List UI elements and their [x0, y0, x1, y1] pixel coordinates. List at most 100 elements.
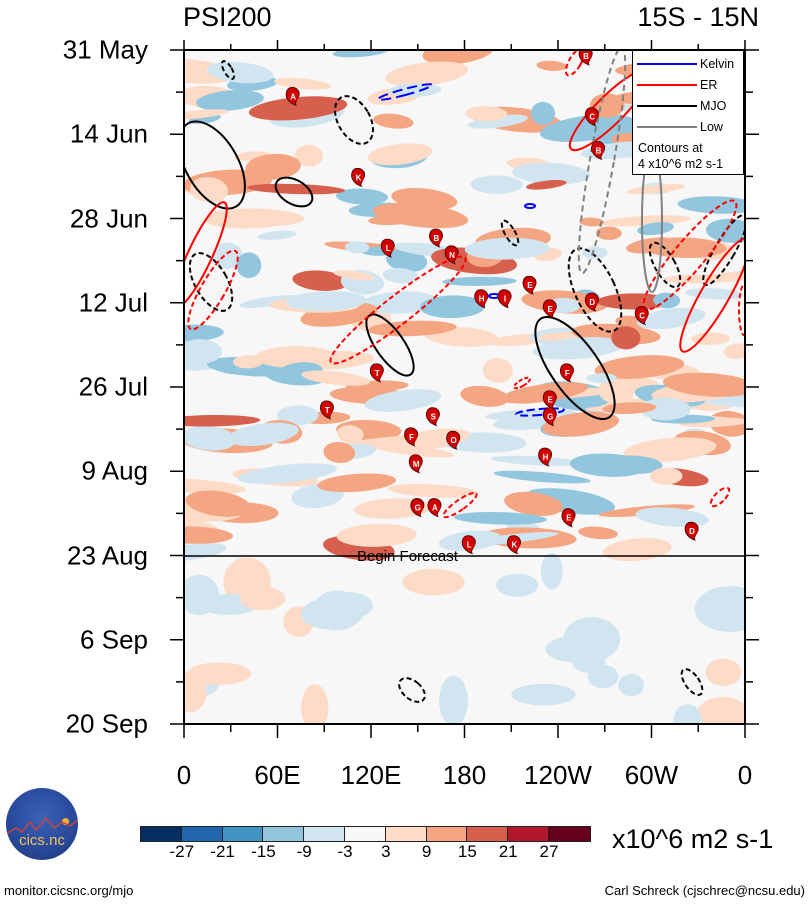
mjo-contour — [567, 247, 623, 333]
anomaly-blob — [453, 511, 548, 525]
anomaly-blob — [623, 437, 717, 463]
x-tick-label: 0 — [176, 760, 192, 790]
anomaly-blob — [595, 226, 622, 240]
anomaly-blob — [636, 307, 706, 330]
storm-disc — [563, 512, 575, 524]
legend-label: Low — [700, 120, 723, 134]
er-contour — [442, 491, 478, 519]
legend-swatch — [637, 84, 697, 86]
logo-text: cics.nc — [19, 832, 65, 849]
storm-letter: K — [356, 173, 362, 182]
forecast-anomaly-blob — [300, 597, 363, 630]
storm-disc — [593, 144, 605, 156]
legend-item-mjo: MJO — [637, 96, 726, 116]
storm-letter: A — [290, 92, 296, 101]
colorbar-swatch — [467, 827, 509, 841]
anomaly-blob — [336, 523, 417, 547]
colorbar-swatch — [548, 827, 590, 841]
er-contour — [329, 255, 467, 365]
kelvin-contour — [376, 83, 434, 101]
storm-letter: B — [596, 146, 602, 155]
forecast-anomaly-blob — [587, 664, 619, 689]
anomaly-blob — [482, 358, 513, 383]
mjo-contour — [398, 677, 426, 703]
storm-letter: H — [479, 295, 485, 304]
anomaly-blob — [336, 188, 389, 205]
anomaly-blob — [525, 179, 567, 190]
storm-letter: T — [375, 369, 380, 378]
x-tick-label: 120E — [340, 760, 402, 790]
colorbar-tick-label: 9 — [421, 842, 432, 861]
storm-disc — [382, 242, 394, 254]
storm-marker: C — [584, 107, 599, 127]
storm-letter: E — [548, 396, 554, 405]
colorbar-swatch — [426, 827, 468, 841]
anomaly-blob — [367, 143, 433, 166]
forecast-anomaly-blob — [239, 586, 286, 611]
storm-letter: F — [565, 369, 570, 378]
storm-disc — [353, 171, 365, 183]
storm-disc — [287, 90, 299, 102]
storm-disc — [371, 367, 383, 379]
anomaly-blob — [464, 237, 550, 260]
anomaly-blob — [245, 153, 301, 180]
storm-letter: N — [449, 251, 455, 260]
storm-letter: M — [413, 460, 420, 469]
anomaly-blob — [248, 96, 348, 121]
anomaly-blob — [511, 162, 591, 185]
legend-note: Contours at 4 x10^6 m2 s-1 — [638, 140, 723, 172]
anomaly-blob — [579, 217, 605, 227]
legend-item-kelvin: Kelvin — [637, 54, 734, 74]
forecast-label: Begin Forecast — [357, 548, 458, 565]
colorbar-swatch — [141, 827, 182, 841]
anomaly-blob — [190, 177, 229, 203]
anomaly-blob — [184, 526, 234, 544]
forecast-anomaly-blob — [695, 696, 745, 724]
colorbar-swatch — [263, 827, 305, 841]
legend-swatch — [637, 105, 697, 107]
storm-marker: B — [429, 228, 443, 248]
colorbar-swatch — [508, 827, 549, 841]
forecast-anomaly-blob — [563, 617, 621, 662]
x-tick-label: 180 — [442, 760, 487, 790]
legend-item-low: Low — [637, 117, 723, 137]
er-contour — [709, 486, 731, 508]
anomaly-blob — [569, 453, 647, 477]
footer-url-link[interactable]: monitor.cicsnc.org/mjo — [4, 883, 134, 898]
forecast-anomaly-blob — [673, 704, 703, 724]
sun-icon — [62, 818, 69, 825]
storm-disc — [544, 303, 556, 315]
forecast-anomaly-blob — [705, 658, 742, 686]
anomaly-blob — [422, 50, 495, 65]
storm-letter: G — [415, 504, 421, 513]
storm-letter: D — [589, 298, 595, 307]
storm-letter: L — [386, 244, 391, 253]
storm-letter: K — [511, 541, 517, 550]
anomaly-blob — [465, 106, 508, 122]
y-tick-label: 6 Sep — [80, 624, 148, 655]
storm-marker: H — [538, 447, 553, 467]
storm-disc — [499, 293, 511, 305]
storm-letter: B — [434, 234, 440, 243]
colorbar-units: x10^6 m2 s-1 — [612, 824, 774, 854]
anomaly-blob — [360, 291, 438, 314]
storm-marker: F — [404, 427, 419, 447]
anomaly-blob — [286, 291, 367, 311]
anomaly-blob — [323, 441, 356, 464]
anomaly-blob — [419, 295, 486, 319]
storm-disc — [544, 394, 556, 406]
colorbar-tick-label: 15 — [457, 842, 477, 861]
legend-note-line: 4 x10^6 m2 s-1 — [638, 157, 724, 171]
x-tick-label: 60E — [254, 760, 301, 790]
anomaly-blob — [372, 202, 469, 229]
storm-marker: E — [522, 275, 537, 295]
mountain-icon — [6, 816, 78, 835]
storm-disc — [463, 539, 475, 551]
anomaly-blob — [626, 184, 686, 195]
storm-marker: K — [507, 535, 521, 555]
anomaly-blob — [239, 295, 303, 309]
colorbar-swatch — [304, 827, 345, 841]
storm-letter: T — [325, 406, 330, 415]
anomaly-blob — [642, 237, 727, 258]
